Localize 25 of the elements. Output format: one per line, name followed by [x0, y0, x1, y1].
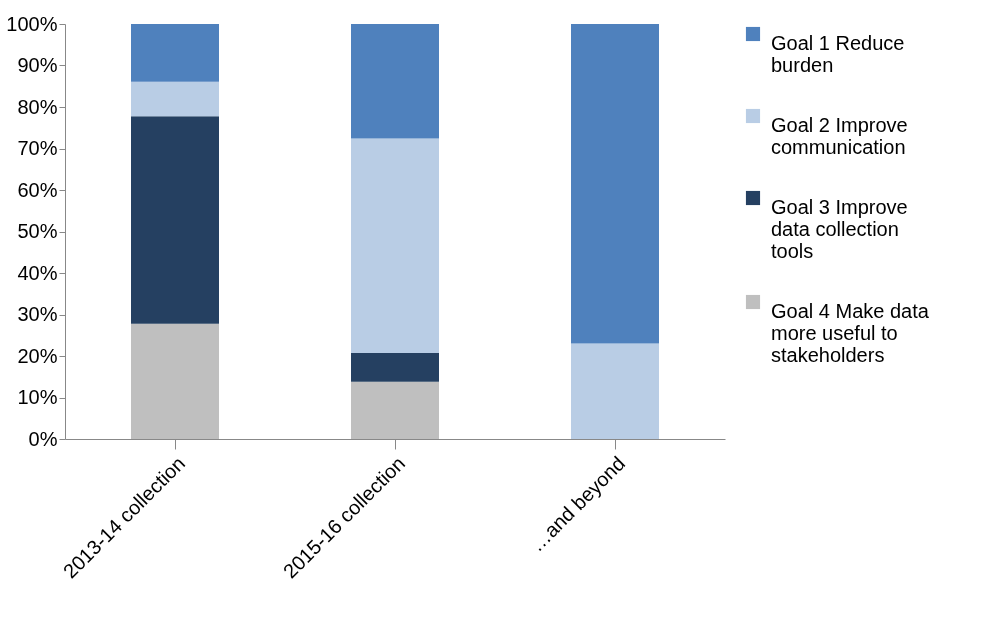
- legend-label: Goal 3 Improve data collection tools: [771, 196, 908, 262]
- bar: [571, 24, 659, 344]
- bar: [351, 24, 439, 139]
- legend-label: Goal 1 Reduce burden: [771, 32, 905, 76]
- legend-label: Goal 2 Improve communication: [771, 114, 908, 158]
- y-tick-label: 10%: [17, 386, 58, 408]
- bar: [131, 24, 219, 82]
- y-tick-label: 0%: [28, 427, 58, 450]
- bar: [131, 81, 219, 117]
- y-tick-label: 20%: [17, 344, 58, 367]
- bar: [571, 343, 659, 439]
- bar: [351, 353, 439, 382]
- y-tick-label: 100%: [6, 12, 58, 35]
- y-tick-label: 30%: [17, 303, 58, 325]
- y-tick-label: 50%: [17, 220, 58, 242]
- y-tick-label: 60%: [17, 178, 58, 201]
- y-tick-label: 70%: [17, 137, 58, 159]
- y-tick-label: 90%: [17, 54, 58, 76]
- bar: [131, 323, 219, 439]
- legend-label: Goal 4 Make data more useful to stakeholders: [771, 300, 930, 366]
- y-tick-label: 40%: [17, 261, 58, 284]
- bar: [351, 138, 439, 354]
- bar: [351, 381, 439, 439]
- y-tick-label: 80%: [17, 95, 58, 118]
- bar: [131, 116, 219, 324]
